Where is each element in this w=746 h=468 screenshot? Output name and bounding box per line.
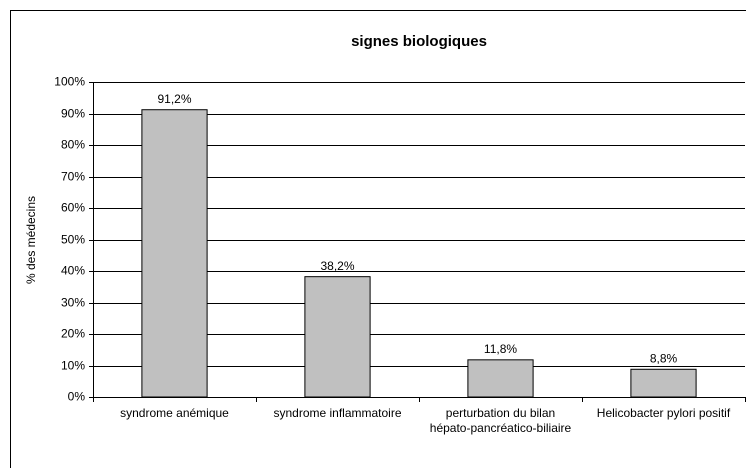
y-tick-label: 100% bbox=[54, 75, 85, 89]
y-tick-label: 30% bbox=[61, 296, 85, 310]
value-label: 38,2% bbox=[320, 259, 354, 273]
bar bbox=[630, 368, 697, 398]
bar bbox=[141, 109, 208, 398]
y-tick-label: 20% bbox=[61, 327, 85, 341]
x-tick-label: Helicobacter pylori positif bbox=[596, 406, 731, 420]
value-label: 91,2% bbox=[157, 92, 191, 106]
chart-frame bbox=[10, 10, 746, 468]
y-axis-label: % des médecins bbox=[24, 196, 38, 284]
y-tick-label: 80% bbox=[61, 138, 85, 152]
x-tick-label: syndrome inflammatoire bbox=[273, 406, 402, 420]
y-tick-label: 0% bbox=[68, 390, 86, 404]
y-tick-label: 90% bbox=[61, 107, 85, 121]
x-tick-label: perturbation du bilan hépato-pancréatico… bbox=[429, 406, 572, 435]
y-tick-label: 10% bbox=[61, 359, 85, 373]
y-tick-label: 50% bbox=[61, 233, 85, 247]
y-tick-label: 40% bbox=[61, 264, 85, 278]
y-tick-label: 70% bbox=[61, 170, 85, 184]
value-label: 8,8% bbox=[650, 351, 678, 365]
chart-title: signes biologiques bbox=[351, 33, 487, 50]
y-tick-label: 60% bbox=[61, 201, 85, 215]
bar bbox=[304, 276, 371, 398]
value-label: 11,8% bbox=[484, 342, 517, 356]
x-tick-label: syndrome anémique bbox=[120, 406, 229, 420]
bar bbox=[467, 359, 534, 398]
